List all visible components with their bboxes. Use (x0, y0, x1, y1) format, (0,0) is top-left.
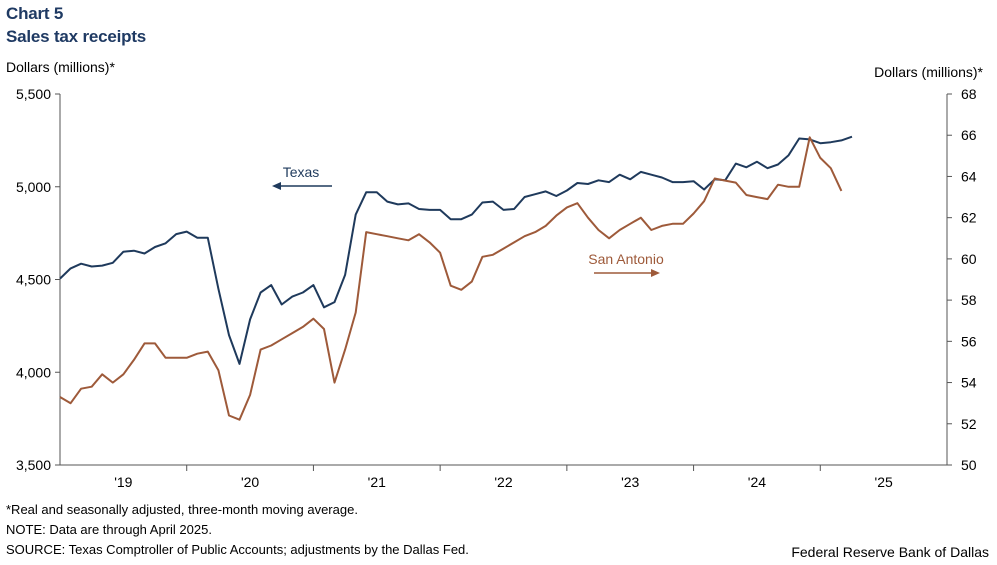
y-right-tick-label: 60 (961, 251, 977, 267)
chart-title: Sales tax receipts (6, 27, 147, 46)
x-tick-label: '22 (494, 474, 512, 490)
y-right-tick-label: 66 (961, 127, 977, 143)
annotation-san-antonio-arrowhead (651, 269, 660, 277)
x-tick-label: '19 (114, 474, 132, 490)
series-line-texas (59, 135, 853, 365)
y-axis-left-title: Dollars (millions)* (6, 59, 115, 75)
y-right-tick-label: 68 (961, 86, 977, 102)
x-tick-label: '23 (621, 474, 639, 490)
source-note: SOURCE: Texas Comptroller of Public Acco… (6, 542, 469, 557)
chart-number: Chart 5 (6, 4, 64, 23)
y-left-tick-label: 4,500 (16, 272, 51, 288)
line-chart: 3,500 4,000 4,500 5,000 5,500 50 52 54 56 58 60 62 6… (16, 86, 977, 490)
y-left-tick-label: 3,500 (16, 457, 51, 473)
y-axis-right-title: Dollars (millions)* (874, 64, 983, 80)
annotation-texas-arrowhead (272, 182, 281, 190)
y-right-tick-label: 54 (961, 375, 977, 391)
data-note: NOTE: Data are through April 2025. (6, 522, 212, 537)
credit-label: Federal Reserve Bank of Dallas (791, 544, 989, 560)
annotation-texas-label: Texas (283, 164, 320, 180)
y-left-tick-label: 5,500 (16, 86, 51, 102)
x-tick-label: '25 (875, 474, 893, 490)
x-tick-label: '20 (241, 474, 259, 490)
y-left-tick-label: 5,000 (16, 179, 51, 195)
y-right-tick-label: 62 (961, 210, 977, 226)
footnote: *Real and seasonally adjusted, three-mon… (6, 502, 358, 517)
series-line-san-antonio (59, 136, 843, 421)
y-right-tick-label: 56 (961, 333, 977, 349)
y-right-tick-label: 50 (961, 457, 977, 473)
y-right-tick-label: 52 (961, 416, 977, 432)
y-left-tick-label: 4,000 (16, 364, 51, 380)
annotation-san-antonio-label: San Antonio (588, 251, 664, 267)
y-right-tick-label: 58 (961, 292, 977, 308)
x-tick-label: '24 (748, 474, 766, 490)
y-right-tick-label: 64 (961, 168, 977, 184)
x-tick-label: '21 (368, 474, 386, 490)
